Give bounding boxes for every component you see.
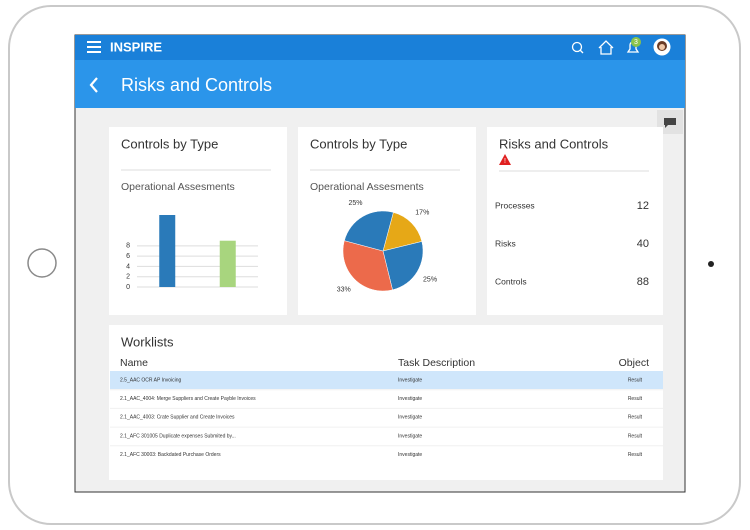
cell[interactable]: Investigate <box>398 396 422 402</box>
data-label: 25% <box>348 200 362 207</box>
pie-slice <box>382 212 423 252</box>
y-tick-label: 2 <box>126 274 130 281</box>
cell[interactable]: 2.5_AAC OCR AP Invoicing <box>120 377 182 383</box>
summary-value: 40 <box>637 238 649 250</box>
warning-icon <box>499 154 511 165</box>
cell[interactable]: 2.1_AFC 30003: Backdated Purchase Orders <box>120 452 221 458</box>
y-tick-label: 4 <box>126 263 130 270</box>
column-header: Name <box>120 357 148 369</box>
cell[interactable]: Result <box>628 433 643 439</box>
cell[interactable]: Result <box>628 377 643 383</box>
data-label: 33% <box>337 286 351 293</box>
cell[interactable]: Investigate <box>398 452 422 458</box>
card <box>109 127 287 315</box>
camera <box>708 261 714 267</box>
column-header: Object <box>619 357 649 369</box>
summary-value: 88 <box>637 276 649 288</box>
pie-slice <box>344 210 394 252</box>
app-name: INSPIRE <box>110 39 162 54</box>
y-tick-label: 8 <box>126 243 130 250</box>
summary-label: Processes <box>495 200 535 210</box>
bar <box>159 215 176 287</box>
bar <box>219 240 236 287</box>
cell[interactable]: Investigate <box>398 415 422 421</box>
cell[interactable]: Result <box>628 415 643 421</box>
cell[interactable]: 2.1_AAC_4003: Crate Supplier and Create … <box>120 415 235 421</box>
cell[interactable]: Investigate <box>398 377 422 383</box>
search-icon[interactable] <box>571 41 583 53</box>
row-highlight <box>110 371 663 389</box>
pie-slice <box>342 240 393 292</box>
badge <box>631 37 641 47</box>
title-bar <box>75 60 685 108</box>
chart-subtitle: Operational Assesments <box>121 181 235 193</box>
card-title: Controls by Type <box>121 136 218 151</box>
back-button[interactable] <box>89 77 98 93</box>
card-title: Worklists <box>121 334 174 349</box>
cell[interactable]: Investigate <box>398 433 422 439</box>
summary-label: Controls <box>495 276 527 286</box>
cell[interactable]: Result <box>628 396 643 402</box>
pie-slice <box>382 241 424 291</box>
column-header: Task Description <box>398 357 475 369</box>
chart-subtitle: Operational Assesments <box>310 181 424 193</box>
page-title: Risks and Controls <box>121 75 272 95</box>
y-tick-label: 6 <box>126 253 130 260</box>
cell[interactable]: 2.1_AAC_4004: Merge Suppliers and Create… <box>120 396 256 402</box>
top-bar <box>75 35 685 60</box>
svg-text:!: ! <box>504 158 506 165</box>
summary-value: 12 <box>637 200 649 212</box>
menu-icon[interactable] <box>87 41 101 53</box>
summary-label: Risks <box>495 238 516 248</box>
cell[interactable]: Result <box>628 452 643 458</box>
cell[interactable]: 2.1_AFC 301005 Duplicate expenses Submit… <box>120 433 236 439</box>
home-icon[interactable] <box>598 40 614 55</box>
card-title: Risks and Controls <box>499 136 609 151</box>
y-tick-label: 0 <box>126 284 130 291</box>
data-label: 25% <box>423 276 437 283</box>
data-label: 17% <box>415 209 429 216</box>
home-button[interactable] <box>27 248 57 278</box>
card <box>487 127 663 315</box>
badge-count: 3 <box>634 39 638 46</box>
card-title: Controls by Type <box>310 136 407 151</box>
card <box>109 325 663 480</box>
